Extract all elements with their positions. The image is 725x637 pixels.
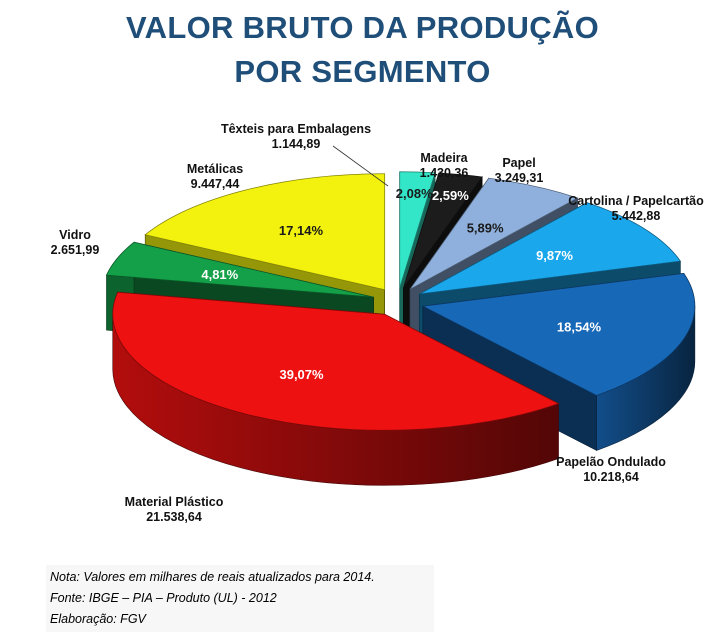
slice-name-label: Material Plástico [125,495,224,509]
slice-percent-label: 5,89% [467,221,504,236]
chart-notes: Nota: Valores em milhares de reais atual… [46,565,434,632]
slice-name-label: Cartolina / Papelcartão [568,194,704,208]
pie-slice-top [105,241,374,298]
slice-percent-label: 4,81% [201,267,238,282]
slice-name-label: Papel [502,156,535,170]
slice-value-label: 9.447,44 [191,177,240,191]
slice-percent-label: 2,59% [432,188,469,203]
note-text: Nota: Valores em milhares de reais atual… [50,570,375,584]
slice-name-label: Papelão Ondulado [556,455,666,469]
chart-title-line1: VALOR BRUTO DA PRODUÇÃO [125,10,600,45]
slice-percent-label: 39,07% [279,367,324,382]
slice-value-label: 2.651,99 [51,243,100,257]
chart-title: VALOR BRUTO DA PRODUÇÃO POR SEGMENTO [0,6,725,94]
credit-text: Elaboração: FGV [50,612,146,626]
pie-slice-top [403,172,483,289]
chart-title-line2: POR SEGMENTO [234,54,491,89]
pie-slice-top [144,173,386,291]
slice-percent-label: 18,54% [557,319,602,334]
slice-percent-label: 9,87% [536,248,573,263]
slice-percent-label: 2,08% [396,186,433,201]
slice-name-label: Vidro [59,228,91,242]
slice-value-label: 5.442,88 [612,209,661,223]
pie-slice-top [399,171,436,288]
slice-value-label: 21.538,64 [146,510,202,524]
slice-value-label: 10.218,64 [583,470,639,484]
slice-value-label: 1.430,36 [420,166,469,180]
slice-name-label: Metálicas [187,162,243,176]
slice-name-label: Madeira [420,151,468,165]
slice-value-label: 1.144,89 [272,137,321,151]
pie-slice-top [409,177,579,290]
source-text: Fonte: IBGE – PIA – Produto (UL) - 2012 [50,591,277,605]
leader-line [332,145,389,187]
slice-percent-label: 17,14% [279,223,324,238]
pie-slice-top [421,272,696,396]
pie-slice-top [112,291,560,431]
pie-slice-top [419,202,682,295]
slice-name-label: Têxteis para Embalagens [221,122,371,136]
pie-slice-5 [112,291,560,486]
slice-value-label: 3.249,31 [495,171,544,185]
